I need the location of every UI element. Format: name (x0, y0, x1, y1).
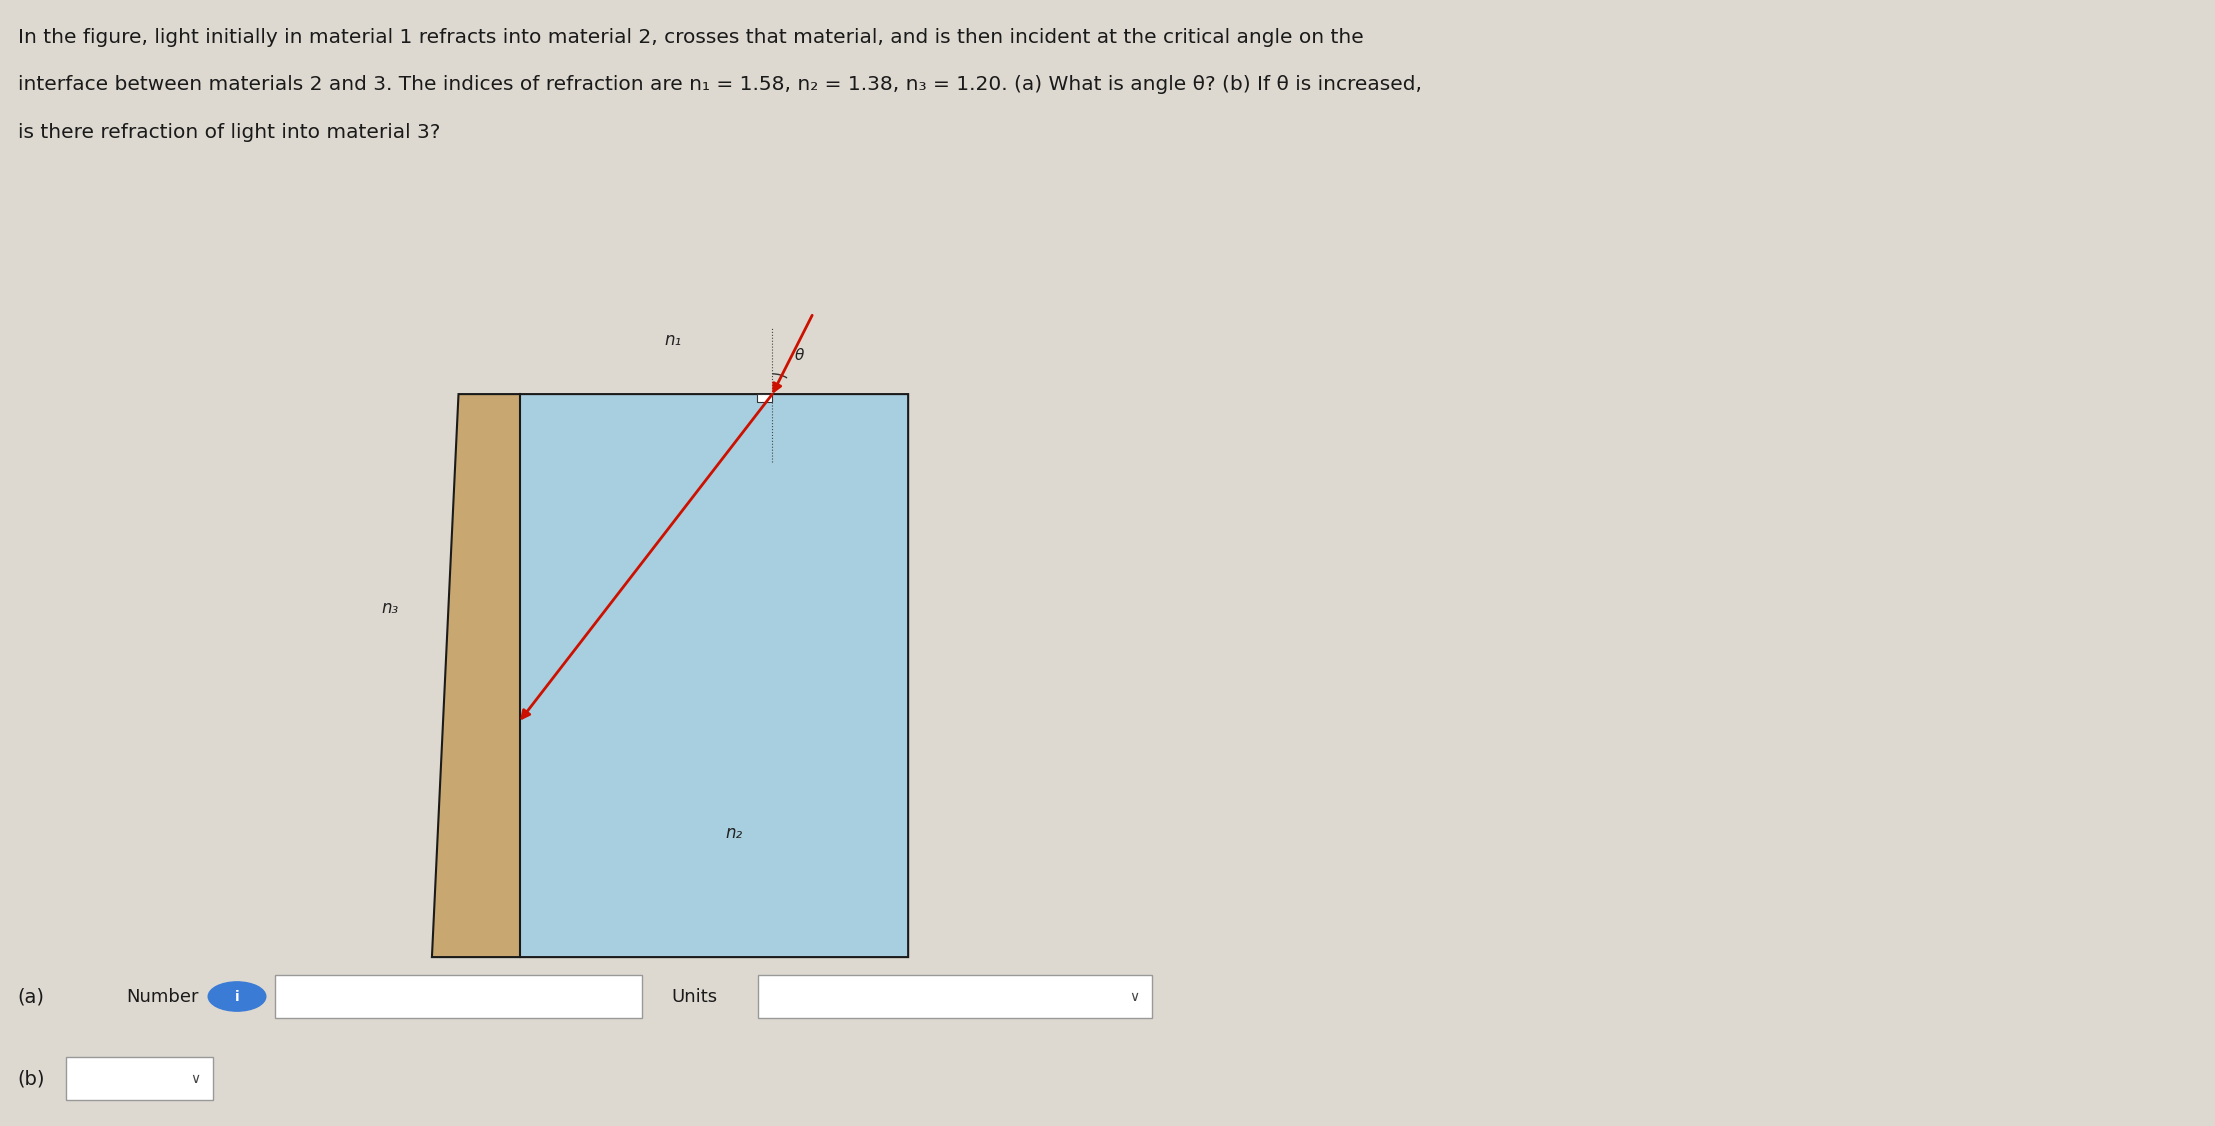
Text: is there refraction of light into material 3?: is there refraction of light into materi… (18, 123, 441, 142)
Text: n₂: n₂ (724, 824, 742, 842)
Polygon shape (432, 394, 521, 957)
Text: Number: Number (126, 988, 199, 1006)
Text: ∨: ∨ (190, 1072, 199, 1085)
Polygon shape (521, 394, 908, 957)
Text: (a): (a) (18, 988, 44, 1006)
Text: n₃: n₃ (381, 599, 399, 617)
FancyBboxPatch shape (758, 975, 1152, 1018)
Polygon shape (758, 394, 773, 402)
Text: In the figure, light initially in material 1 refracts into material 2, crosses t: In the figure, light initially in materi… (18, 28, 1364, 47)
Text: (b): (b) (18, 1070, 44, 1088)
Text: θ: θ (795, 348, 804, 363)
Text: interface between materials 2 and 3. The indices of refraction are n₁ = 1.58, n₂: interface between materials 2 and 3. The… (18, 75, 1422, 95)
Text: n₁: n₁ (664, 331, 682, 349)
FancyBboxPatch shape (275, 975, 642, 1018)
Text: ∨: ∨ (1130, 990, 1139, 1003)
Text: i: i (235, 990, 239, 1003)
Text: Units: Units (671, 988, 718, 1006)
FancyBboxPatch shape (66, 1057, 213, 1100)
Circle shape (208, 982, 266, 1011)
